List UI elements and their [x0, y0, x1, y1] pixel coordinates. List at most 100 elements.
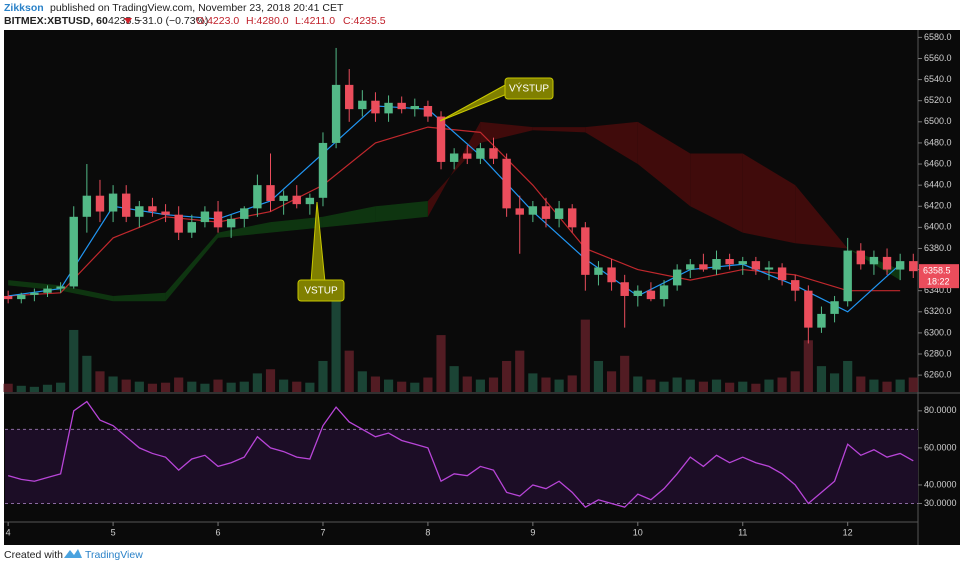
cloud-segment [270, 216, 323, 233]
candle-body [345, 84, 354, 110]
candle-body [554, 208, 564, 219]
volume-bar [95, 371, 105, 392]
candle-body [292, 195, 301, 205]
volume-bar [213, 379, 223, 392]
candle-body [148, 206, 157, 212]
volume-bar [3, 383, 13, 392]
y-tick-label: 6500.0 [924, 116, 952, 126]
volume-bar [134, 381, 144, 392]
footer-brand[interactable]: TradingView [85, 549, 143, 561]
volume-bar [410, 382, 420, 392]
cloud-segment [585, 121, 638, 165]
conversion-line [8, 105, 901, 313]
volume-bar [777, 377, 787, 392]
candle-body [909, 261, 918, 272]
y-tick-label: 60.0000 [924, 442, 957, 452]
price: 4235.5 [108, 15, 140, 27]
volume-bar [357, 371, 367, 392]
volume-bar [790, 371, 800, 392]
callout-text: VÝSTUP [509, 82, 549, 95]
candle-body [384, 102, 393, 114]
candle-body [476, 148, 485, 159]
volume-bar [554, 379, 564, 392]
candle-body [3, 295, 13, 300]
candle-body [43, 288, 52, 293]
y-tick-label: 30.0000 [924, 498, 957, 508]
candle-body [515, 208, 524, 215]
ohlc-high: H:4280.0 [246, 15, 289, 27]
callout-box [297, 279, 345, 302]
volume-bar [69, 329, 79, 392]
candle-body [82, 195, 92, 217]
y-tick-label: 6480.0 [924, 137, 952, 147]
candle-body [463, 153, 472, 159]
volume-bar [515, 350, 525, 392]
y-tick-label: 6260.0 [924, 369, 952, 379]
candle-body [620, 282, 629, 296]
volume-bar [16, 385, 26, 392]
volume-bar [659, 381, 669, 392]
candle-body [712, 259, 721, 270]
y-tick-label: 6400.0 [924, 222, 952, 232]
cloud-segment [795, 185, 848, 249]
cloud-segment [165, 232, 219, 302]
candle-body [633, 290, 643, 296]
volume-bar [829, 373, 840, 392]
volume-bar [252, 373, 262, 392]
candle-body [895, 261, 905, 270]
volume-bar [475, 379, 485, 392]
candle-body [187, 222, 196, 233]
candle-body [17, 294, 26, 300]
countdown-label: 18:22 [927, 277, 950, 287]
volume-bar [239, 381, 249, 392]
y-tick-label: 6380.0 [924, 243, 952, 253]
cloud-segment [322, 206, 376, 228]
x-tick-label: 9 [530, 527, 535, 537]
y-tick-label: 6420.0 [924, 201, 952, 211]
volume-bar [672, 377, 682, 392]
author[interactable]: Zikkson [4, 2, 44, 14]
last-price-label: 6358.5 [923, 266, 951, 276]
volume-bar [344, 350, 354, 392]
volume-bar [502, 360, 512, 392]
candle-body [240, 208, 249, 219]
cloud-segment [637, 121, 691, 207]
candle-body [135, 206, 144, 217]
candle-body [502, 158, 511, 209]
volume-bar [606, 371, 617, 392]
volume-bar [108, 376, 118, 392]
volume-bar [42, 384, 53, 392]
candle-body [449, 153, 459, 162]
candle-body [581, 227, 590, 275]
candle-body [869, 256, 879, 265]
volume-bar [843, 360, 853, 392]
y-tick-label: 40.0000 [924, 479, 957, 489]
candle-body [358, 100, 367, 110]
change: −31.0 (−0.73%) [136, 15, 208, 27]
volume-bar [620, 355, 630, 392]
y-tick-label: 6340.0 [924, 285, 952, 295]
candle-body [108, 193, 118, 212]
candle-body [69, 216, 78, 287]
callout-text: VSTUP [304, 286, 338, 297]
candle-body [725, 259, 734, 265]
candle-body [397, 102, 406, 110]
y-tick-label: 6280.0 [924, 348, 952, 358]
x-tick-label: 11 [738, 527, 747, 537]
y-tick-label: 6460.0 [924, 158, 952, 168]
candle-body [489, 148, 498, 159]
exit-callout: VÝSTUP [439, 77, 554, 122]
y-tick-label: 6580.0 [924, 32, 952, 42]
last-price-box [919, 264, 959, 289]
ohlc-low: L:4211.0 [295, 15, 335, 27]
volume-bar [160, 382, 171, 392]
volume-bar [226, 382, 236, 392]
volume-bar [541, 377, 551, 392]
volume-bar [383, 379, 394, 392]
rsi-band [5, 429, 918, 504]
y-tick-label: 6560.0 [924, 53, 952, 63]
volume-bar [56, 382, 66, 392]
volume-bar [279, 379, 289, 392]
candle-body [568, 208, 577, 228]
volume-bar [318, 360, 328, 392]
